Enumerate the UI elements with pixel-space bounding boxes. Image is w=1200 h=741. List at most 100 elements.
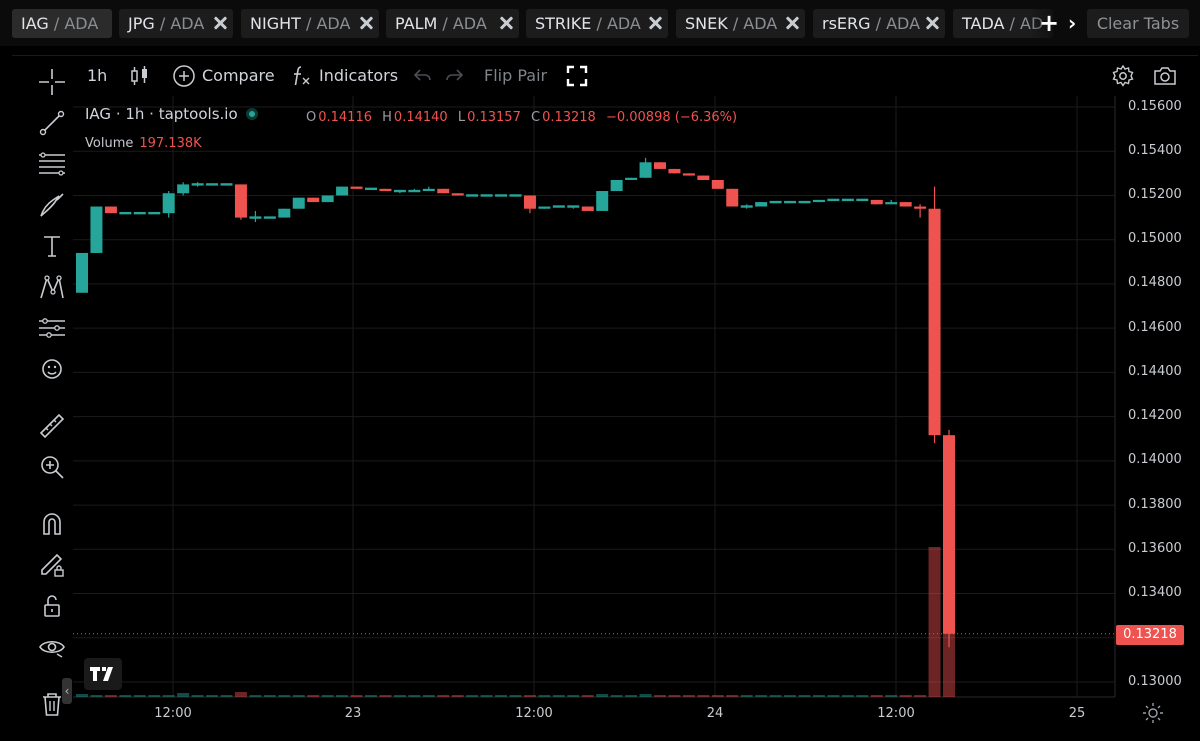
tab-iag[interactable]: IAG / ADA [12, 9, 112, 38]
candle-body [206, 183, 219, 186]
price-tick: 0.14000 [1128, 452, 1182, 467]
trash-icon[interactable] [36, 688, 68, 720]
candle-body [495, 194, 508, 197]
tab-symbol: NIGHT [250, 14, 301, 33]
market-status-icon [245, 108, 258, 120]
volume-bar [509, 695, 522, 697]
tab-quote: / ADA [870, 14, 921, 33]
time-tick: 24 [706, 706, 724, 721]
camera-icon[interactable] [1153, 64, 1177, 88]
volume-bar [422, 695, 435, 697]
candle-body [119, 211, 132, 215]
candle-body [321, 195, 334, 203]
volume-bar [697, 695, 710, 697]
candle-body [827, 198, 840, 202]
volume-bar [148, 695, 161, 697]
tab-bar: IAG / ADA JPG / ADA NIGHT / ADA PALM / A… [0, 0, 1200, 46]
candle-body [740, 205, 753, 208]
volume-legend: Volume 197.138K [85, 136, 202, 151]
tab-strike[interactable]: STRIKE / ADA [526, 9, 668, 38]
trend-line-icon[interactable] [36, 107, 68, 139]
candle-body [914, 206, 927, 209]
volume-bar [784, 695, 797, 697]
unlock-icon[interactable] [36, 590, 68, 622]
collapse-toolbar-icon[interactable]: ‹ [62, 678, 72, 704]
tab-palm[interactable]: PALM / ADA [386, 9, 519, 38]
emoji-icon[interactable] [36, 353, 68, 385]
candle-body [466, 194, 479, 197]
tab-rserg[interactable]: rsERG / ADA [813, 9, 945, 38]
volume-bar [928, 547, 941, 697]
volume-bar [798, 695, 811, 697]
fullscreen-icon[interactable] [565, 64, 589, 88]
interval-button[interactable]: 1h [87, 66, 108, 85]
candle-body [841, 198, 854, 202]
volume-bar [899, 695, 912, 697]
volume-bar [841, 695, 854, 697]
compare-button[interactable]: Compare [202, 66, 275, 85]
lock-drawing-icon[interactable] [36, 549, 68, 581]
volume-bar [480, 695, 493, 697]
text-icon[interactable] [36, 230, 68, 262]
clear-tabs-button[interactable]: Clear Tabs [1087, 9, 1189, 38]
price-tick: 0.14200 [1128, 408, 1182, 423]
tab-symbol: SNEK [685, 14, 728, 33]
candle-body [191, 183, 204, 186]
tab-jpg[interactable]: JPG / ADA [119, 9, 233, 38]
settings-icon[interactable] [1111, 64, 1135, 88]
tab-symbol: PALM [395, 14, 438, 33]
volume-bar [336, 695, 349, 697]
theme-toggle-icon[interactable] [1142, 702, 1164, 724]
volume-bar [90, 695, 103, 697]
magnet-icon[interactable] [36, 507, 68, 539]
volume-bar [278, 695, 291, 697]
add-tab-icon[interactable]: + [1039, 9, 1060, 37]
redo-icon[interactable] [442, 64, 466, 88]
volume-bar [307, 695, 320, 697]
candle-body [249, 216, 262, 219]
candle-body [336, 186, 349, 196]
crosshair-icon[interactable] [36, 66, 68, 98]
volume-bar [249, 695, 262, 697]
fx-icon[interactable] [289, 64, 313, 88]
tab-quote: / ADA [154, 14, 205, 33]
undo-icon[interactable] [411, 64, 435, 88]
volume-bar [162, 695, 175, 697]
tab-quote: / ADA [727, 14, 778, 33]
volume-bar [133, 695, 146, 697]
tab-symbol: IAG [21, 14, 49, 33]
volume-bar [567, 695, 580, 697]
volume-bar [581, 695, 594, 697]
tab-snek[interactable]: SNEK / ADA [676, 9, 805, 38]
candle-type-icon[interactable] [128, 64, 152, 88]
price-tick: 0.13600 [1128, 541, 1182, 556]
tab-night[interactable]: NIGHT / ADA [241, 9, 379, 38]
fib-icon[interactable] [36, 148, 68, 180]
volume-bar [350, 695, 363, 697]
indicators-button[interactable]: Indicators [319, 66, 399, 85]
tab-quote: / ADA [591, 14, 641, 33]
eye-icon[interactable] [36, 631, 68, 663]
candle-body [596, 191, 609, 211]
volume-bar [119, 695, 132, 697]
chart-legend: IAG · 1h · taptools.io [85, 105, 264, 123]
brush-icon[interactable] [36, 189, 68, 221]
tradingview-logo-icon[interactable] [84, 658, 122, 690]
candle-body [451, 193, 464, 196]
volume-bar [682, 695, 695, 697]
candle-body [552, 205, 565, 208]
chevron-right-icon[interactable]: › [1068, 11, 1077, 35]
add-circle-icon[interactable] [172, 64, 196, 88]
candle-body [567, 205, 580, 208]
flip-pair-button[interactable]: Flip Pair [484, 66, 548, 85]
candle-body [769, 200, 782, 204]
prediction-icon[interactable] [36, 312, 68, 344]
volume-bar [76, 694, 88, 697]
volume-bar [393, 695, 406, 697]
candle-body [365, 187, 377, 191]
volume-bar [769, 695, 782, 697]
ruler-icon[interactable] [36, 410, 68, 442]
pattern-icon[interactable] [36, 271, 68, 303]
zoom-in-icon[interactable] [36, 451, 68, 483]
